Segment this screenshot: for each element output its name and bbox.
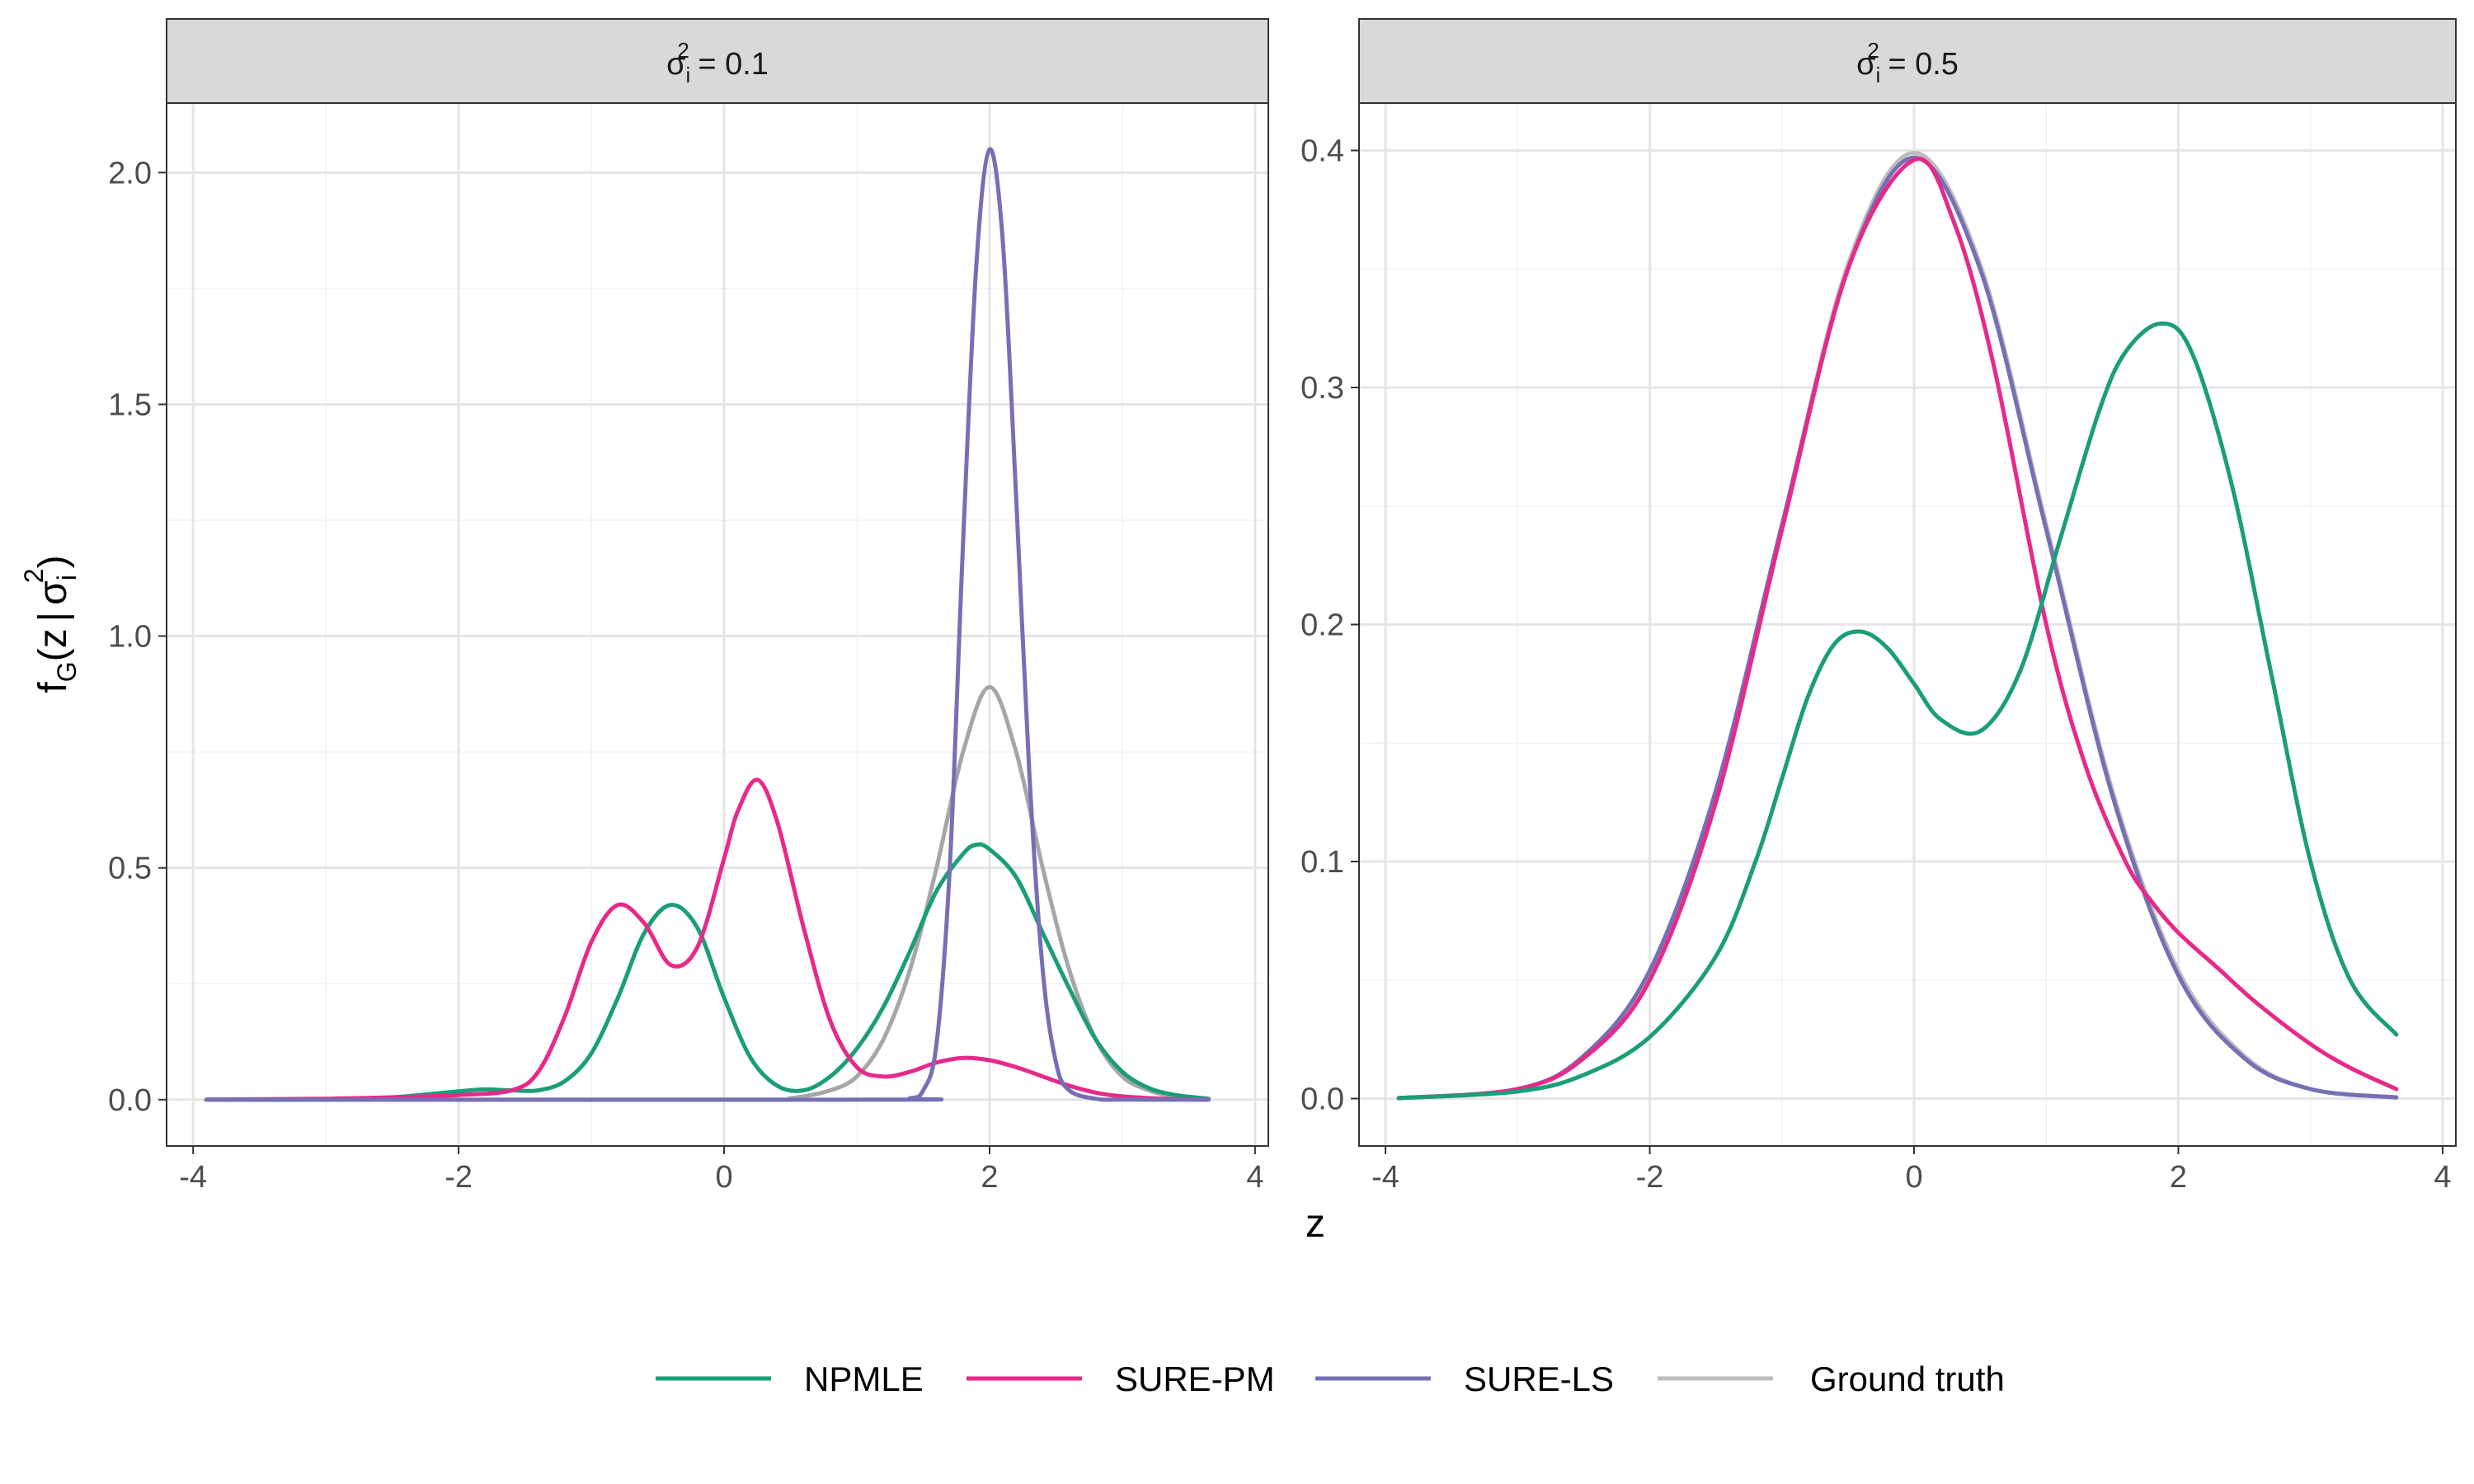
x-tick-label: 4 [1246,1160,1263,1195]
x-tick-label: -2 [444,1160,473,1195]
y-tick-label: 0.4 [1300,134,1344,169]
strip-label-sub: i [1876,63,1881,87]
strip-label-value: = 0.5 [1879,47,1959,82]
panel-sigma-0.1: σi2 = 0.1 0.00.51.01.52.0 -4 -2 0 2 4 [108,18,1269,1195]
strip-background [1358,18,2457,104]
y-title-sup-2: 2 [19,568,49,583]
series-lines [1396,150,2399,1101]
strip-label-sup: 2 [1867,38,1879,63]
strip-label-sup: 2 [677,38,689,63]
y-title-bar: | [31,612,75,622]
strip-label: σi2 = 0.5 [1856,38,1959,87]
y-tick-label: 0.3 [1300,371,1344,406]
y-title-sub-G: G [52,661,82,682]
legend: NPMLE SURE-PM SURE-LS Ground truth [656,1360,2005,1398]
y-title-sigma: σ [31,580,75,605]
legend-label-npmle: NPMLE [804,1360,924,1398]
x-axis-ticks: -4 -2 0 2 4 [1371,1146,2452,1195]
y-axis-ticks: 0.0 0.1 0.2 0.3 0.4 [1300,134,1359,1117]
series-line-sure-pm [204,777,1211,1102]
strip-background [166,18,1269,104]
strip-label-sub: i [686,63,691,87]
panel-border [166,102,1269,1147]
y-tick-label: 0.2 [1300,608,1344,643]
series-line-sure-pm [1396,157,2399,1101]
x-tick-label: -4 [1371,1160,1399,1195]
panel-sigma-0.5: σi2 = 0.5 0.00.10.20.30.4 -4 -2 0 2 4 [1300,18,2457,1195]
series-line-sure-ls [204,147,1211,1102]
legend-label-ground-truth: Ground truth [1810,1360,2005,1398]
legend-label-sure-pm: SURE-PM [1115,1360,1275,1398]
strip-label-sigma: σ [666,47,685,82]
y-tick-label: 0.0 [1300,1082,1344,1117]
strip-label: σi2 = 0.1 [666,38,769,87]
y-axis-ticks: 0.0 0.5 1.0 1.5 2.0 [108,156,167,1118]
x-tick-label: -2 [1636,1160,1664,1195]
y-tick-label: 0.5 [108,852,152,886]
y-tick-label: 0.0 [108,1083,152,1118]
x-tick-label: 0 [715,1160,732,1195]
x-tick-label: 2 [2170,1160,2187,1195]
y-axis-title: fG(z | σi2) [19,555,82,693]
y-tick-label: 2.0 [108,156,152,190]
legend-label-sure-ls: SURE-LS [1464,1360,1614,1398]
x-tick-label: 2 [981,1160,998,1195]
y-tick-label: 1.0 [108,620,152,655]
series-line-sure-ls [1396,155,2399,1101]
strip-label-sigma: σ [1856,47,1875,82]
y-title-sub-i: i [52,575,82,580]
x-tick-label: 4 [2434,1160,2451,1195]
series-lines [204,147,1211,1102]
y-tick-label: 0.1 [1300,845,1344,880]
x-axis-ticks: -4 -2 0 2 4 [179,1146,1263,1195]
y-tick-label: 1.5 [108,387,152,422]
svg-text:fG(z|σi2): fG(z | σi2) [19,555,82,693]
y-title-open: (z [31,628,75,661]
x-tick-label: -4 [179,1160,207,1195]
x-axis-title: z [1305,1202,1325,1246]
panel-background [167,103,1268,1146]
x-tick-label: 0 [1905,1160,1922,1195]
y-title-close: ) [31,555,75,568]
y-title-f: f [31,682,75,693]
series-line-npmle [1396,321,2399,1101]
strip-label-value: = 0.1 [689,47,769,82]
